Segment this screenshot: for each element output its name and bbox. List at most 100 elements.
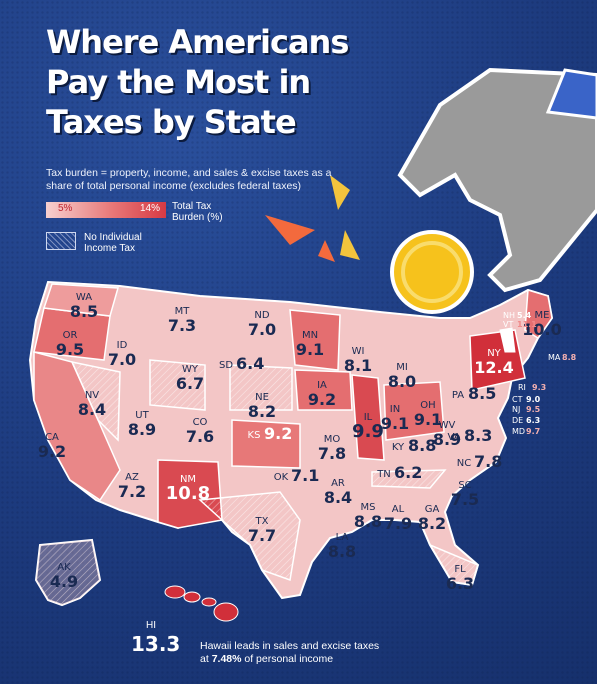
state-value-ga: 8.2 (418, 514, 446, 533)
state-value-wy: 6.7 (176, 374, 204, 393)
state-abbr-co: CO (193, 417, 208, 428)
state-abbr-pa: PA (452, 390, 464, 401)
state-shape-in-oh (383, 381, 445, 441)
state-value-nv: 8.4 (78, 400, 106, 419)
state-abbr-ny: NY (487, 348, 501, 359)
state-value-ct: 9.0 (526, 395, 541, 404)
state-shape-sd (229, 364, 293, 411)
state-value-fl: 6.3 (446, 574, 474, 593)
state-abbr-ia: IA (317, 380, 327, 391)
state-value-or: 9.5 (56, 340, 84, 359)
state-abbr-ri: RI (518, 383, 526, 392)
legend-color-scale: 5% 14% (46, 202, 166, 218)
state-value-ny: 12.4 (474, 358, 513, 377)
state-value-pa: 8.5 (468, 384, 496, 403)
state-abbr-nv: NV (85, 390, 99, 401)
state-value-nh: 5.4 (517, 311, 532, 320)
state-shape-tn (371, 469, 447, 489)
state-value-wv: 8.9 (433, 430, 461, 449)
title-line: Pay the Most in (46, 63, 311, 101)
state-value-va: 8.3 (464, 426, 492, 445)
state-abbr-ak: AK (57, 562, 71, 573)
state-abbr-oh: OH (420, 400, 435, 411)
legend-min-label: 5% (58, 203, 73, 214)
state-abbr-ar: AR (331, 478, 345, 489)
state-abbr-mt: MT (175, 306, 191, 317)
state-abbr-il: IL (364, 412, 373, 423)
callout-text: Hawaii leads in sales and excise taxes a… (200, 640, 380, 665)
state-value-nc: 7.8 (474, 452, 502, 471)
legend-title: Total Tax Burden (%) (172, 201, 223, 223)
state-value-ne: 8.2 (248, 402, 276, 421)
state-abbr-la: LA (336, 532, 349, 543)
state-value-ks: 9.2 (264, 424, 292, 443)
state-abbr-wi: WI (352, 346, 365, 357)
state-abbr-or: OR (63, 330, 78, 341)
state-value-il: 9.9 (352, 421, 384, 442)
state-abbr-nc: NC (457, 458, 471, 469)
state-value-mo: 7.8 (318, 444, 346, 463)
state-value-wa: 8.5 (70, 302, 98, 321)
state-abbr-ky: KY (392, 442, 405, 453)
state-value-az: 7.2 (118, 482, 146, 501)
state-abbr-nd: ND (254, 310, 269, 321)
state-labels: WA8.5OR9.5CA9.2ID7.0NV8.4MT7.3WY6.7UT8.9… (38, 292, 562, 593)
burst-red (265, 215, 315, 245)
callout-text: of personal income (241, 653, 334, 665)
state-value-ar: 8.4 (324, 488, 352, 507)
state-shape-ak (34, 538, 102, 607)
state-value-wi: 8.1 (344, 356, 372, 375)
state-value-tx: 7.7 (248, 526, 276, 545)
state-value-sc: 7.5 (451, 490, 479, 509)
legend-hatch-label: No Individual Income Tax (84, 232, 142, 254)
title-line: Where Americans (46, 23, 349, 61)
page-title: Where Americans Pay the Most in Taxes by… (46, 22, 406, 142)
state-value-ms: 8.8 (354, 512, 382, 531)
subtitle: Tax burden = property, income, and sales… (46, 167, 332, 192)
state-value-oh: 9.1 (414, 410, 442, 429)
state-value-tn: 6.2 (394, 463, 422, 482)
state-shape-fl (428, 543, 479, 586)
state-abbr-az: AZ (125, 472, 139, 483)
state-value-ky: 8.8 (408, 436, 436, 455)
state-value-al: 7.9 (384, 514, 412, 533)
legend-hatch-swatch (46, 232, 76, 250)
state-value-mt: 7.3 (168, 316, 196, 335)
state-value-mn: 9.1 (296, 340, 324, 359)
state-shape-nm (157, 459, 223, 529)
state-shape-tx (198, 491, 301, 582)
burst-red-2 (318, 240, 335, 262)
state-value-nd: 7.0 (248, 320, 276, 339)
callout-highlight: 7.48% (211, 653, 242, 665)
state-value-ok: 7.1 (291, 466, 319, 485)
state-shape-wy (149, 359, 206, 411)
state-value-sd: 6.4 (236, 354, 264, 373)
state-abbr-tx: TX (255, 516, 269, 527)
state-abbr-ga: GA (425, 504, 440, 515)
state-abbr-id: ID (117, 340, 128, 351)
state-abbr-wa: WA (76, 292, 92, 303)
state-abbr-me: ME (535, 310, 550, 321)
state-abbr-mn: MN (302, 330, 318, 341)
burst-yellow (330, 175, 350, 210)
state-value-ca: 9.2 (38, 442, 66, 461)
state-abbr-ut: UT (135, 410, 149, 421)
state-abbr-mi: MI (396, 362, 408, 373)
state-abbr-in: IN (390, 404, 400, 415)
state-abbr-vt: VT (503, 320, 513, 329)
state-shape-wa (42, 283, 119, 317)
state-value-ri: 9.3 (532, 383, 546, 392)
state-shape-me (524, 289, 553, 340)
state-value-co: 7.6 (186, 427, 214, 446)
state-value-vt: 11.1 (517, 320, 537, 329)
state-abbr-ct: CT (512, 395, 523, 404)
state-abbr-fl: FL (454, 564, 466, 575)
state-value-hi: 13.3 (131, 632, 181, 656)
burst-yellow-2 (340, 230, 360, 260)
state-value-id: 7.0 (108, 350, 136, 369)
state-value-md: 9.7 (526, 427, 540, 436)
state-shape-ak-tint (36, 540, 100, 605)
state-abbr-nj: NJ (512, 405, 520, 414)
